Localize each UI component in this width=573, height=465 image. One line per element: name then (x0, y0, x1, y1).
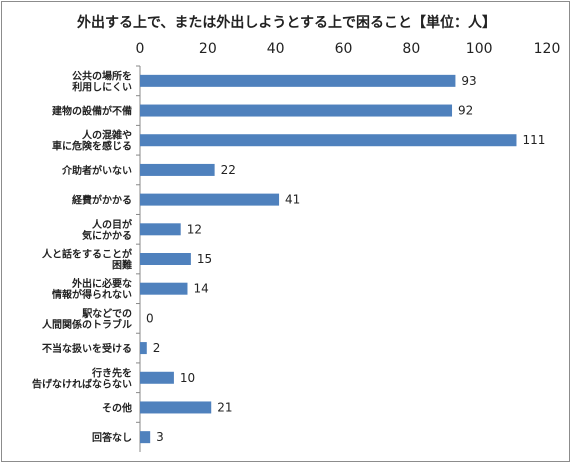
data-label: 14 (193, 282, 208, 296)
bar (140, 74, 456, 87)
bar (140, 134, 517, 147)
category-label: 公共の場所を利用しにくい (72, 69, 132, 93)
x-tick-label: 120 (534, 41, 561, 57)
category-label: 経費がかかる (72, 194, 132, 207)
x-tick-label: 20 (199, 41, 217, 57)
chart-title: 外出する上で、または外出しようとする上で困ること【単位：人】 (76, 15, 497, 31)
data-label: 111 (522, 133, 545, 147)
bar (140, 253, 191, 265)
data-label: 41 (285, 193, 300, 207)
x-tick-label: 80 (402, 41, 420, 57)
category-label: 人の混雑や車に危険を感じる (52, 129, 132, 153)
data-label: 12 (187, 222, 202, 236)
data-label: 0 (146, 311, 154, 325)
category-label: 人と話をすることが困難 (42, 248, 133, 272)
category-label: 行き先を告げなければならない (32, 366, 132, 390)
x-tick-label: 0 (136, 41, 145, 57)
data-label: 2 (153, 341, 161, 355)
bar (140, 104, 453, 117)
data-label: 93 (461, 74, 476, 88)
bar (140, 342, 147, 355)
bar (140, 401, 212, 414)
data-label: 92 (458, 104, 473, 118)
bar (140, 282, 188, 295)
bar (140, 193, 280, 206)
bar (140, 431, 151, 444)
data-label: 22 (221, 163, 236, 177)
x-tick-label: 100 (466, 41, 493, 57)
category-label: 不当な扱いを受ける (42, 342, 132, 355)
category-label: 駅などでの人間関係のトラブル (42, 307, 132, 331)
data-label: 3 (156, 430, 164, 444)
category-label: 介助者がいない (61, 164, 132, 177)
bar (140, 163, 215, 176)
category-label: 建物の設備が不備 (51, 105, 132, 118)
category-label: 人の目が気にかかる (81, 218, 133, 242)
data-label: 15 (197, 252, 212, 266)
bar (140, 223, 181, 236)
data-label: 10 (180, 371, 195, 385)
x-tick-label: 40 (267, 41, 285, 57)
category-label: 回答なし (92, 431, 132, 444)
bar (140, 371, 174, 384)
x-tick-label: 60 (335, 41, 353, 57)
data-label: 21 (217, 400, 232, 414)
category-label: その他 (102, 401, 132, 414)
category-label: 外出に必要な情報が得られない (52, 277, 132, 301)
